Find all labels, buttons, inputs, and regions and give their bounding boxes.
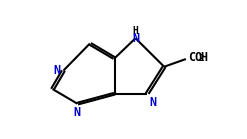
Text: N: N bbox=[149, 96, 156, 109]
Text: CO: CO bbox=[188, 51, 203, 64]
Text: H: H bbox=[201, 51, 208, 64]
Text: 2: 2 bbox=[198, 54, 204, 63]
Text: H: H bbox=[133, 26, 138, 36]
Text: N: N bbox=[132, 32, 139, 45]
Text: N: N bbox=[53, 64, 61, 77]
Text: N: N bbox=[74, 106, 81, 119]
